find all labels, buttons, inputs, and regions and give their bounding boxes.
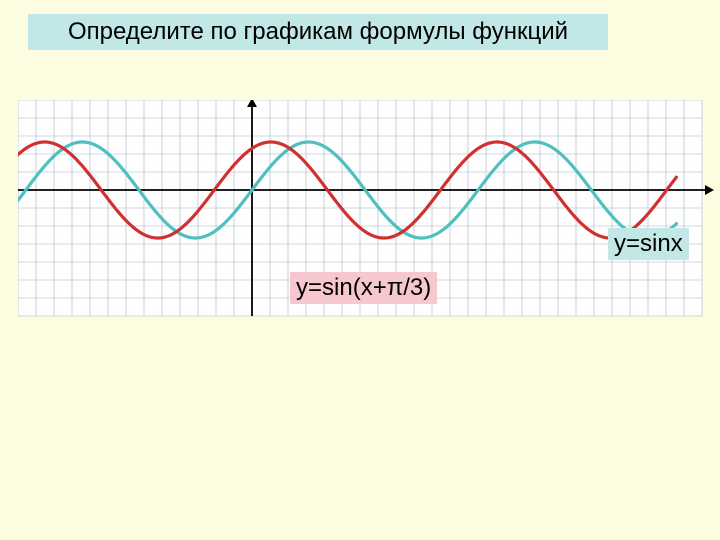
title-box: Определите по графикам формулы функций [28,14,608,50]
slide-page: Определите по графикам формулы функций y… [0,0,720,540]
label-sinx: y=sinx [608,228,689,260]
label-shifted: y=sin(x+π/3) [290,272,437,304]
